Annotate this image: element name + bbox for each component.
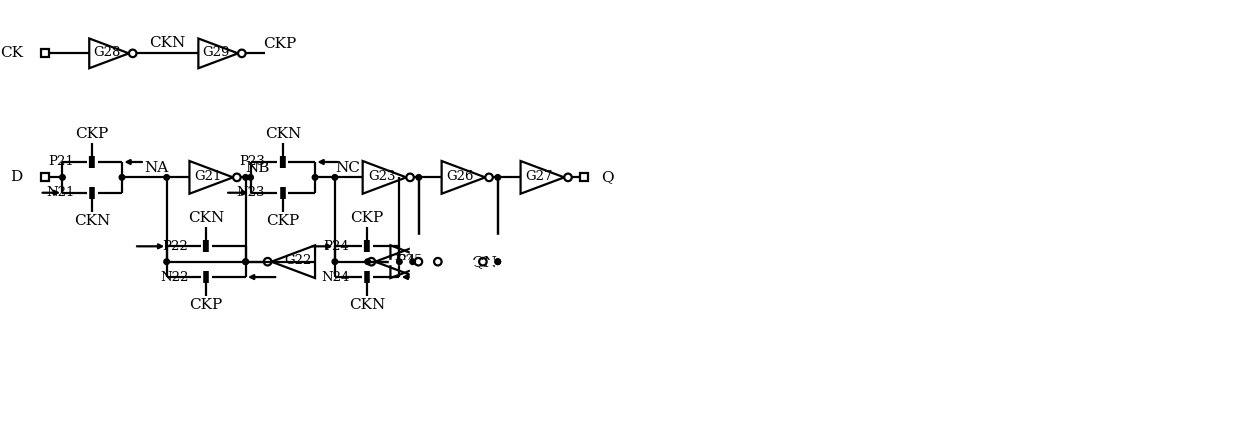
Circle shape [243, 175, 248, 180]
Bar [41, 173, 48, 181]
Bar [580, 173, 588, 181]
Text: G29: G29 [202, 46, 229, 59]
Text: P23: P23 [239, 156, 265, 169]
Text: CKP: CKP [351, 211, 383, 225]
Circle shape [417, 175, 422, 180]
Text: D: D [10, 170, 22, 184]
Circle shape [332, 175, 337, 180]
Circle shape [60, 175, 66, 180]
Text: CKN: CKN [188, 211, 224, 225]
Circle shape [119, 175, 125, 180]
Text: QN: QN [516, 255, 542, 269]
Text: Q: Q [601, 170, 614, 184]
Text: QN: QN [471, 255, 497, 269]
Circle shape [243, 259, 248, 265]
Circle shape [495, 259, 501, 265]
Circle shape [243, 259, 248, 265]
Text: P24: P24 [324, 240, 350, 253]
Circle shape [312, 175, 317, 180]
Bar [389, 260, 498, 264]
Text: NB: NB [246, 161, 269, 175]
Text: P21: P21 [48, 156, 74, 169]
Text: CKN: CKN [149, 37, 186, 51]
Circle shape [164, 175, 170, 180]
Text: CK: CK [0, 46, 22, 60]
Circle shape [495, 259, 501, 265]
Text: G25: G25 [396, 254, 423, 267]
Circle shape [164, 259, 170, 265]
Text: N23: N23 [237, 186, 265, 199]
Text: G24: G24 [388, 254, 415, 267]
Text: G26: G26 [446, 170, 474, 183]
Text: NA: NA [145, 161, 169, 175]
Circle shape [495, 175, 501, 180]
Text: N21: N21 [46, 186, 74, 199]
Text: G28: G28 [93, 46, 120, 59]
Circle shape [410, 259, 415, 265]
Circle shape [397, 259, 402, 265]
Text: G22: G22 [284, 254, 311, 267]
Text: CKN: CKN [74, 214, 110, 228]
Text: CKN: CKN [348, 298, 386, 312]
Text: CKN: CKN [264, 127, 301, 141]
Bar [495, 258, 502, 266]
Text: CKP: CKP [76, 127, 109, 141]
Text: N24: N24 [321, 270, 350, 283]
Text: G25: G25 [440, 254, 467, 267]
Text: CKP: CKP [190, 298, 223, 312]
Text: CKP: CKP [267, 214, 299, 228]
Text: CKP: CKP [263, 38, 296, 51]
Circle shape [248, 175, 253, 180]
Text: NC: NC [335, 161, 360, 175]
Text: G24: G24 [435, 254, 463, 267]
Text: N22: N22 [160, 270, 188, 283]
Bar [494, 257, 503, 267]
Text: G21: G21 [195, 170, 222, 183]
Circle shape [365, 259, 371, 265]
Bar [41, 50, 48, 57]
Text: G23: G23 [368, 170, 396, 183]
Text: P22: P22 [162, 240, 188, 253]
Circle shape [332, 259, 337, 265]
Bar [409, 235, 543, 288]
Text: G27: G27 [526, 170, 553, 183]
Bar [450, 258, 458, 266]
